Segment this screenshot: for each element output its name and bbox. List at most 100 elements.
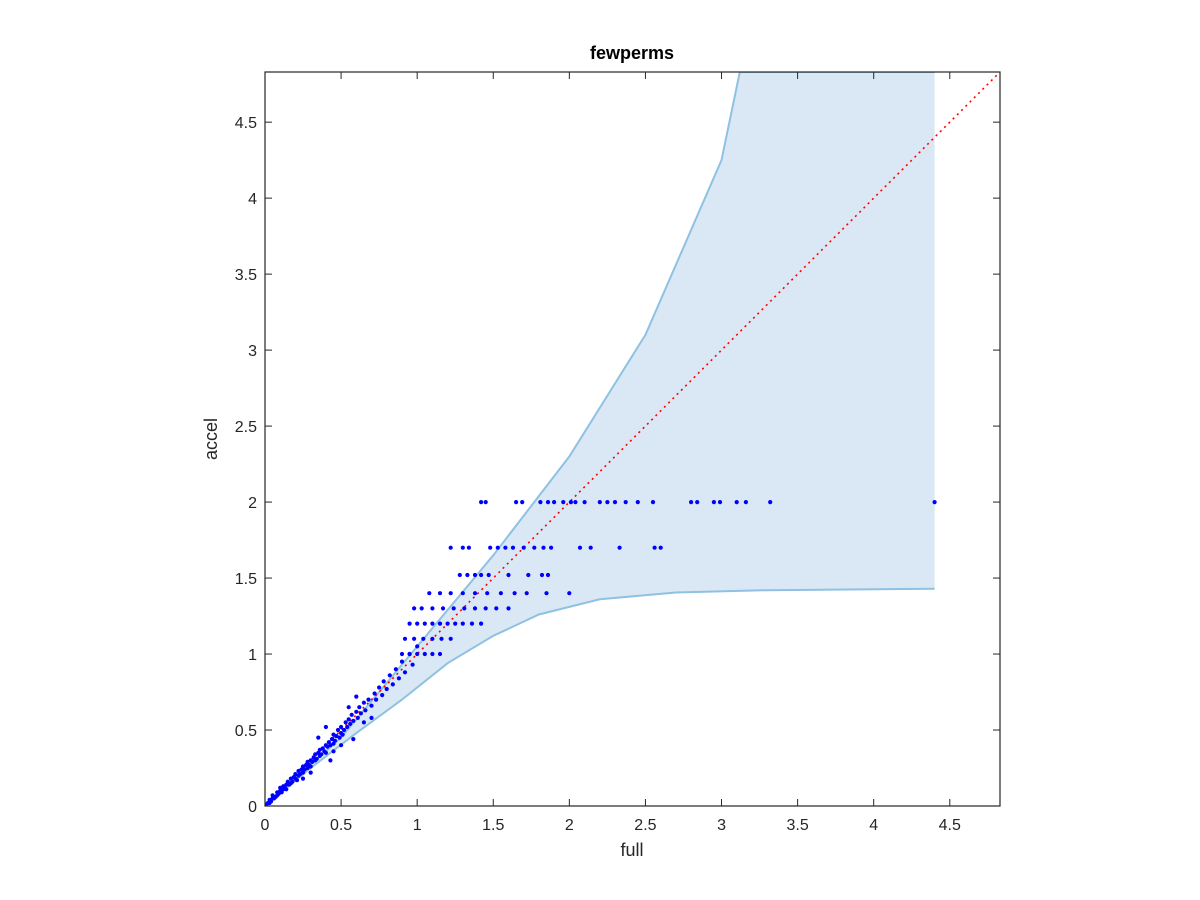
data-point [410,662,415,667]
data-point [440,606,446,611]
data-point [421,636,426,641]
data-point [323,750,328,755]
data-point [342,727,347,733]
y-tick-label: 2 [248,495,257,512]
data-point [483,500,488,505]
data-point [366,697,371,702]
data-point [597,500,602,505]
data-point [427,591,432,596]
x-tick-label: 2 [565,817,574,834]
data-point [545,572,551,578]
data-point [372,691,377,696]
data-point [506,572,511,578]
data-point [290,779,295,784]
axis-ticks: 0 0.5 1 1.5 2 2.5 3 3.5 4 4.5 0 0.5 1 1.5 2 2.5 3 3.5 4 4.5 [235,72,1000,834]
data-point [437,621,443,626]
data-point [485,591,490,596]
data-point [521,545,526,550]
data-point [479,572,484,578]
data-point [486,572,491,578]
data-point [711,500,717,505]
data-points [265,500,937,806]
data-point [422,651,427,657]
data-point [568,500,574,505]
data-point [437,651,443,657]
data-point [510,545,516,550]
data-point [743,500,749,505]
data-point [294,778,300,783]
data-point [768,500,773,505]
data-point [351,718,356,724]
data-point [354,709,359,714]
data-point [402,670,408,675]
data-point [545,500,551,505]
data-point [381,679,386,684]
x-tick-label: 0 [261,817,270,834]
data-point [358,711,363,716]
data-point [577,545,583,550]
data-point [430,621,435,626]
data-point [323,724,328,730]
data-point [588,545,593,550]
data-point [407,651,412,657]
plot-frame [264,71,1001,807]
band-upper-edge [265,72,935,806]
data-point [541,545,546,550]
data-point [524,591,529,596]
data-point [374,697,379,702]
data-point [384,686,389,692]
data-point [567,591,572,596]
y-tick-label: 4.5 [235,115,257,132]
data-point [396,676,401,681]
data-point [345,724,350,730]
data-point [512,591,517,596]
y-tick-label: 4 [248,191,257,208]
data-point [369,703,374,708]
data-point [339,724,344,730]
data-point [582,500,587,505]
data-point [472,606,478,611]
data-point [469,621,475,626]
data-point [415,644,420,649]
data-point [369,715,374,721]
data-point [460,591,465,596]
data-point [448,545,453,550]
data-point [351,737,356,742]
data-point [346,717,351,722]
data-point [635,500,640,505]
data-point [514,500,519,505]
data-point [552,500,557,505]
data-point [348,721,353,727]
data-point [503,545,508,550]
data-point [466,545,471,550]
data-point [332,738,338,743]
data-point [339,743,344,748]
data-point [539,572,545,578]
data-point [337,735,342,740]
data-point [498,591,503,596]
data-point [308,770,313,775]
data-point [390,682,395,687]
data-point [520,500,525,505]
x-tick-label: 0.5 [330,817,352,834]
data-point [439,636,444,641]
data-point [689,500,694,505]
data-point [573,500,578,505]
data-point [451,606,456,611]
data-point [652,545,657,550]
data-point [346,705,351,710]
data-point [331,749,336,754]
y-tick-label: 0 [248,799,257,816]
data-point [335,727,341,733]
data-point [695,500,700,505]
y-tick-label: 1 [248,647,257,664]
data-point [355,715,360,721]
data-point [412,636,417,641]
data-point [430,651,435,657]
data-point [419,606,424,611]
data-point [549,545,554,550]
data-point [472,591,478,596]
data-point [402,636,408,641]
data-point [532,545,537,550]
data-point [377,685,382,690]
